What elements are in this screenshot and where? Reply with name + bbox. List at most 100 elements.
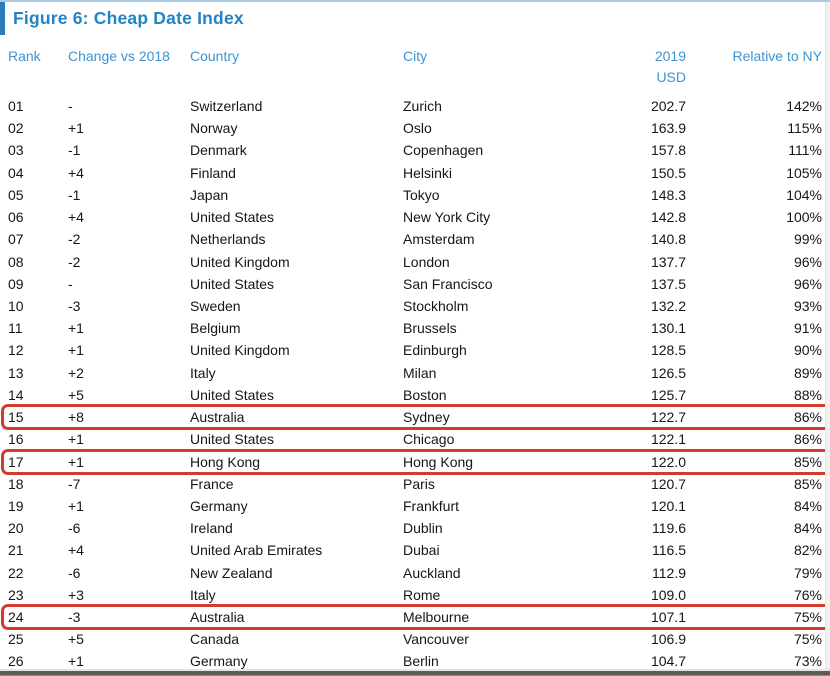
table-row: 08 -2 United Kingdom London 137.7 96%: [0, 251, 830, 273]
usd-cell: 130.1: [650, 320, 686, 337]
usd-cell: 120.1: [650, 497, 686, 514]
page-right-edge: [825, 2, 830, 669]
rank-cell: 19: [8, 497, 24, 514]
city-cell: Vancouver: [403, 631, 469, 648]
table-row: 12 +1 United Kingdom Edinburgh 128.5 90%: [0, 339, 830, 361]
usd-cell: 150.5: [650, 164, 686, 181]
city-cell: Auckland: [403, 564, 461, 581]
relative-cell: 76%: [793, 586, 822, 603]
usd-cell: 107.1: [650, 609, 686, 626]
country-cell: Sweden: [190, 297, 241, 314]
rank-cell: 22: [8, 564, 24, 581]
city-cell: Helsinki: [403, 164, 453, 181]
usd-cell: 132.2: [650, 297, 686, 314]
country-cell: Norway: [190, 120, 238, 137]
change-cell: -2: [68, 253, 81, 270]
city-cell: Frankfurt: [403, 497, 460, 514]
country-cell: Netherlands: [190, 231, 266, 248]
usd-cell: 137.7: [650, 253, 686, 270]
rank-cell: 10: [8, 297, 24, 314]
usd-cell: 126.5: [650, 364, 686, 381]
relative-cell: 82%: [793, 542, 822, 559]
country-cell: United Kingdom: [190, 253, 290, 270]
change-cell: -: [68, 275, 73, 292]
relative-cell: 73%: [793, 653, 822, 670]
figure-title: Figure 6: Cheap Date Index: [13, 8, 244, 28]
country-cell: Hong Kong: [190, 453, 261, 470]
city-cell: Copenhagen: [403, 142, 484, 159]
country-cell: Australia: [190, 409, 245, 426]
change-cell: -: [68, 98, 73, 114]
city-cell: Brussels: [403, 320, 457, 337]
table-row: 22 -6 New Zealand Auckland 112.9 79%: [0, 562, 830, 584]
rank-cell: 25: [8, 631, 24, 648]
table-row: 14 +5 United States Boston 125.7 88%: [0, 384, 830, 406]
table-row: 19 +1 Germany Frankfurt 120.1 84%: [0, 495, 830, 517]
change-cell: +3: [68, 586, 84, 603]
table-row: 15 +8 Australia Sydney 122.7 86%: [0, 404, 830, 431]
country-cell: Canada: [190, 631, 240, 648]
usd-cell: 202.7: [650, 98, 686, 114]
table-row: 23 +3 Italy Rome 109.0 76%: [0, 584, 830, 606]
city-cell: Stockholm: [403, 297, 469, 314]
change-cell: -3: [68, 297, 81, 314]
rank-cell: 04: [8, 164, 24, 181]
top-border-line: [0, 0, 830, 2]
usd-cell: 128.5: [650, 342, 686, 359]
country-cell: United States: [190, 275, 275, 292]
table-row: 25 +5 Canada Vancouver 106.9 75%: [0, 628, 830, 650]
city-cell: Amsterdam: [403, 231, 475, 248]
rank-cell: 23: [8, 586, 24, 603]
country-cell: Ireland: [190, 520, 233, 537]
usd-cell: 157.8: [650, 142, 686, 159]
city-cell: Zurich: [403, 98, 442, 114]
usd-cell: 148.3: [650, 186, 686, 203]
usd-cell: 119.6: [652, 520, 686, 537]
column-header-2019: 2019: [654, 48, 686, 64]
rank-cell: 21: [8, 542, 24, 559]
rank-cell: 13: [8, 364, 24, 381]
city-cell: Hong Kong: [403, 453, 474, 470]
table-row: 10 -3 Sweden Stockholm 132.2 93%: [0, 295, 830, 317]
change-cell: +1: [68, 320, 84, 337]
table-row: 11 +1 Belgium Brussels 130.1 91%: [0, 317, 830, 339]
country-cell: United States: [190, 386, 275, 403]
rank-cell: 18: [8, 475, 24, 492]
change-cell: -1: [68, 142, 81, 159]
relative-cell: 105%: [786, 164, 822, 181]
usd-cell: 122.1: [650, 431, 686, 448]
city-cell: Milan: [403, 364, 437, 381]
change-cell: +8: [68, 409, 84, 426]
change-cell: -7: [68, 475, 81, 492]
change-cell: -6: [68, 564, 81, 581]
change-cell: +4: [68, 164, 84, 181]
relative-cell: 99%: [793, 231, 822, 248]
country-cell: Italy: [190, 364, 216, 381]
change-cell: -1: [68, 186, 81, 203]
city-cell: Boston: [403, 386, 447, 403]
usd-cell: 125.7: [650, 386, 686, 403]
change-cell: -2: [68, 231, 81, 248]
city-cell: Oslo: [403, 120, 432, 137]
relative-cell: 75%: [793, 609, 822, 626]
city-cell: Paris: [403, 475, 435, 492]
table-row: 20 -6 Ireland Dublin 119.6 84%: [0, 517, 830, 539]
country-cell: France: [190, 475, 234, 492]
relative-cell: 104%: [786, 186, 822, 203]
usd-cell: 112.9: [652, 564, 686, 581]
rank-cell: 07: [8, 231, 24, 248]
change-cell: +4: [68, 542, 84, 559]
rank-cell: 05: [8, 186, 24, 203]
relative-cell: 90%: [793, 342, 822, 359]
column-header-city: City: [403, 48, 428, 64]
change-cell: +1: [68, 497, 84, 514]
change-cell: +1: [68, 653, 84, 670]
city-cell: Melbourne: [403, 609, 470, 626]
change-cell: -6: [68, 520, 81, 537]
usd-cell: 122.0: [650, 453, 686, 470]
usd-cell: 120.7: [650, 475, 686, 492]
relative-cell: 84%: [793, 497, 822, 514]
table-row: 05 -1 Japan Tokyo 148.3 104%: [0, 184, 830, 206]
rank-cell: 14: [8, 386, 24, 403]
table-row: 01 - Switzerland Zurich 202.7 142%: [0, 95, 830, 117]
